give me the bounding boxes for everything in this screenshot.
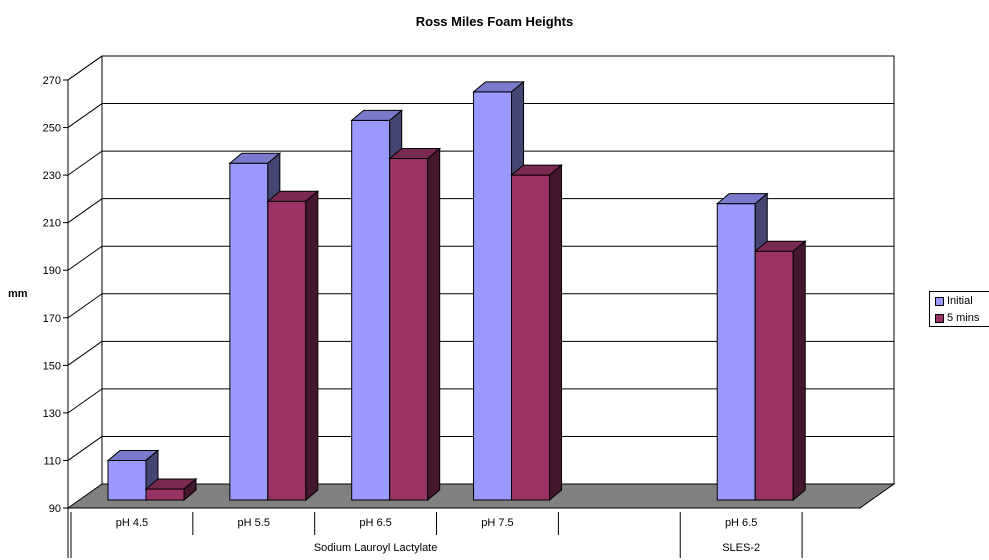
y-tick-label: 190	[43, 265, 61, 277]
bar-initial	[107, 459, 147, 501]
legend-item-initial: Initial	[930, 293, 989, 309]
bar-side-5-mins	[792, 240, 806, 502]
x-tick-label: pH 5.5	[238, 517, 270, 529]
y-tick-label: 250	[43, 123, 61, 135]
bar-initial	[229, 162, 269, 501]
legend-swatch-initial	[935, 296, 944, 306]
gridline-side	[67, 103, 103, 128]
gridline-side	[67, 150, 103, 176]
side-wall-top	[67, 55, 103, 81]
bar-initial	[473, 91, 513, 501]
bar-5-mins	[754, 250, 794, 501]
y-tick-label: 150	[43, 360, 61, 372]
bar-initial	[716, 203, 756, 501]
y-tick-label: 230	[43, 170, 61, 182]
x-tick-label: pH 7.5	[481, 517, 513, 529]
chart-title: Ross Miles Foam Heights	[415, 14, 574, 29]
gridline-side	[67, 436, 103, 461]
y-tick-label: 210	[43, 218, 61, 230]
gridline-side	[67, 293, 103, 319]
y-tick-label: 170	[43, 313, 61, 325]
legend-label-initial: Initial	[947, 295, 973, 307]
bar-5-mins	[511, 174, 551, 501]
x-tick-label: pH 6.5	[359, 517, 391, 529]
bar-side-5-mins	[183, 477, 197, 502]
y-tick-label: 90	[49, 503, 61, 515]
y-tick-label: 110	[43, 455, 61, 467]
bar-side-5-mins	[305, 190, 319, 502]
y-tick-label: 270	[43, 75, 61, 87]
y-axis-label: mm	[8, 288, 28, 300]
gridline-side	[67, 340, 103, 366]
gridline-side	[67, 388, 103, 414]
gridline-side	[67, 245, 103, 271]
bar-side-5-mins	[427, 147, 441, 502]
bar-initial	[351, 119, 391, 501]
bar-5-mins	[389, 157, 429, 501]
x-tick-label: pH 6.5	[725, 517, 757, 529]
legend: Initial 5 mins	[929, 291, 989, 327]
y-tick-label: 130	[43, 408, 61, 420]
legend-swatch-5-mins	[935, 313, 944, 323]
bar-side-5-mins	[549, 164, 563, 502]
x-group-label: SLES-2	[722, 542, 760, 554]
x-tick-label: pH 4.5	[116, 517, 148, 529]
legend-item-5-mins: 5 mins	[930, 310, 989, 326]
bar-5-mins	[145, 488, 185, 501]
bar-5-mins	[267, 200, 307, 501]
gridline-side	[67, 198, 103, 224]
x-group-label: Sodium Lauroyl Lactylate	[314, 542, 438, 554]
legend-label-5-mins: 5 mins	[947, 312, 980, 324]
